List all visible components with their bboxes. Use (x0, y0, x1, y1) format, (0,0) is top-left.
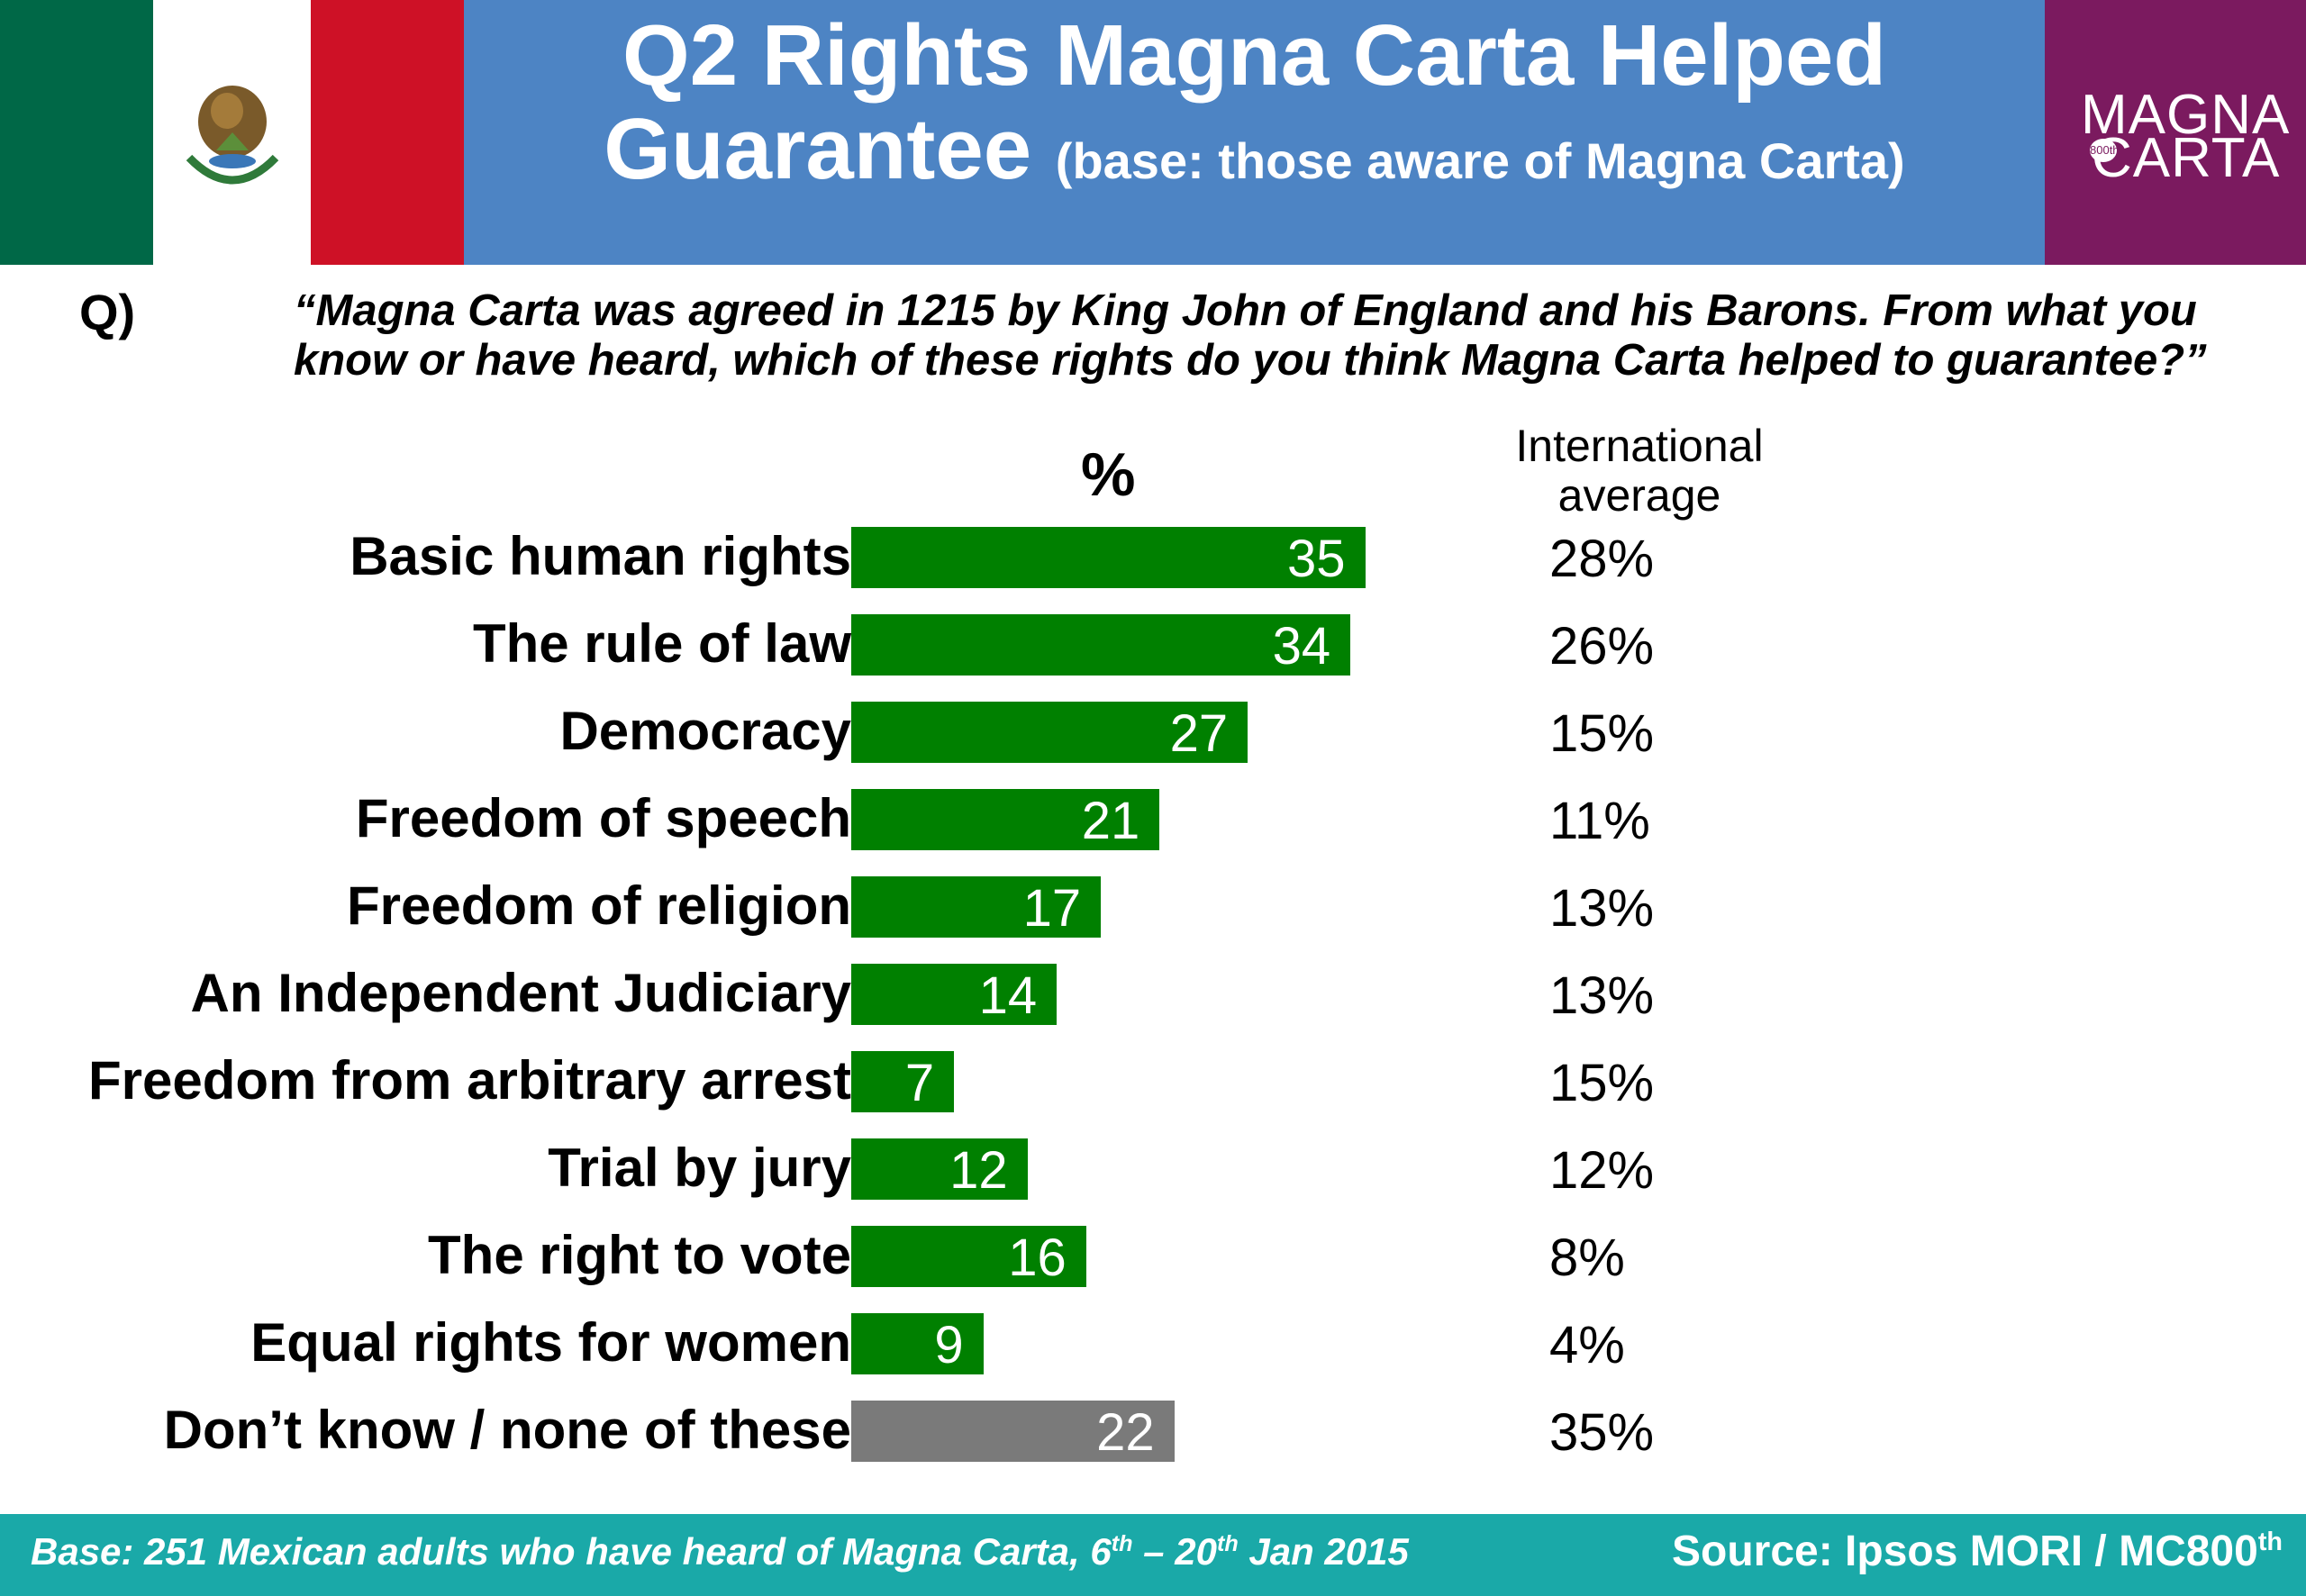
bar-value-label: 12 (949, 1141, 1008, 1200)
category-label: Equal rights for women (250, 1312, 851, 1373)
international-average-header: International average (1459, 422, 1820, 521)
bar-value-label: 7 (904, 1054, 935, 1112)
international-average-value: 26% (1549, 617, 1655, 676)
bar (851, 964, 1058, 1025)
category-label: Don’t know / none of these (163, 1400, 851, 1460)
bar-value-label: 21 (1081, 792, 1140, 850)
category-label: Freedom from arbitrary arrest (88, 1050, 851, 1111)
bar (851, 614, 1351, 676)
bar-value-label: 14 (978, 966, 1038, 1025)
bar (851, 527, 1366, 588)
international-average-value: 8% (1549, 1229, 1625, 1287)
category-label: An Independent Judiciary (190, 963, 851, 1023)
logo-text-magna: MAGNA (2081, 84, 2291, 146)
eagle-emblem-icon (186, 86, 279, 185)
category-label: Freedom of religion (346, 875, 851, 936)
bar-value-label: 35 (1286, 530, 1346, 588)
international-average-value: 15% (1549, 704, 1655, 763)
category-label: The rule of law (472, 613, 851, 674)
question-text: “Magna Carta was agreed in 1215 by King … (294, 286, 2207, 385)
category-label: Trial by jury (548, 1138, 851, 1198)
bar (851, 702, 1248, 763)
mexico-flag (0, 0, 464, 265)
international-average-value: 28% (1549, 530, 1655, 588)
bar-value-label: 16 (1008, 1229, 1067, 1287)
footer-base-end: Jan 2015 (1238, 1530, 1409, 1573)
footer-base-note: Base: 251 Mexican adults who have heard … (31, 1530, 1409, 1573)
footer-source: Source: Ipsos MORI / MC800th (1672, 1527, 2283, 1576)
question-label: Q) (79, 284, 136, 340)
bar (851, 1051, 955, 1112)
category-label: Democracy (559, 701, 851, 761)
logo-800-badge: 800th (2090, 139, 2120, 162)
bar (851, 1226, 1086, 1287)
title-line-2: Guarantee (base: those aware of Magna Ca… (464, 106, 2045, 193)
footer-base-text: Base: 251 Mexican adults who have heard … (31, 1530, 1112, 1573)
category-label: Freedom of speech (355, 788, 851, 848)
category-label: Basic human rights (350, 526, 851, 586)
bar (851, 1313, 984, 1374)
international-average-value: 13% (1549, 879, 1655, 938)
footer-source-text: Source: Ipsos MORI / MC800 (1672, 1528, 2258, 1575)
bar-value-label: 17 (1022, 879, 1082, 938)
intl-header-line-2: average (1557, 470, 1721, 521)
footer-source-sup: th (2257, 1528, 2283, 1556)
bar-value-label: 22 (1096, 1403, 1155, 1462)
magna-carta-logo: MAGNA CARTA 800th (2045, 0, 2306, 265)
header-banner: Q2 Rights Magna Carta Helped Guarantee (… (0, 0, 2306, 265)
international-average-value: 35% (1549, 1403, 1655, 1462)
bar (851, 1401, 1175, 1462)
footer-base-sup-1: th (1111, 1531, 1133, 1556)
bar (851, 789, 1160, 850)
footer-bar: Base: 251 Mexican adults who have heard … (0, 1514, 2306, 1596)
bar (851, 876, 1102, 938)
international-average-value: 12% (1549, 1141, 1655, 1200)
international-average-value: 11% (1549, 792, 1650, 850)
bar-value-label: 34 (1272, 617, 1331, 676)
title-line-1: Q2 Rights Magna Carta Helped (622, 7, 1886, 104)
footer-base-mid: – 20 (1132, 1530, 1217, 1573)
bar-chart: Basic human rights 35 28% The rule of law 34… (0, 513, 2306, 1486)
bar-value-label: 27 (1169, 704, 1229, 763)
bar-value-label: 9 (934, 1316, 964, 1374)
chart-title: Q2 Rights Magna Carta Helped Guarantee (… (464, 13, 2045, 193)
bar (851, 1138, 1028, 1200)
title-base-note: (base: those aware of Magna Carta) (1055, 132, 1905, 189)
international-average-value: 15% (1549, 1054, 1655, 1112)
title-main: Guarantee (604, 101, 1032, 197)
flag-red-stripe (311, 0, 464, 265)
category-label: The right to vote (428, 1225, 851, 1285)
percent-column-header: % (1081, 440, 1136, 509)
international-average-value: 13% (1549, 966, 1655, 1025)
intl-header-line-1: International (1515, 421, 1764, 471)
logo-text-carta: CARTA (2092, 127, 2281, 189)
international-average-value: 4% (1549, 1316, 1625, 1374)
footer-base-sup-2: th (1216, 1531, 1239, 1556)
flag-green-stripe (0, 0, 153, 265)
